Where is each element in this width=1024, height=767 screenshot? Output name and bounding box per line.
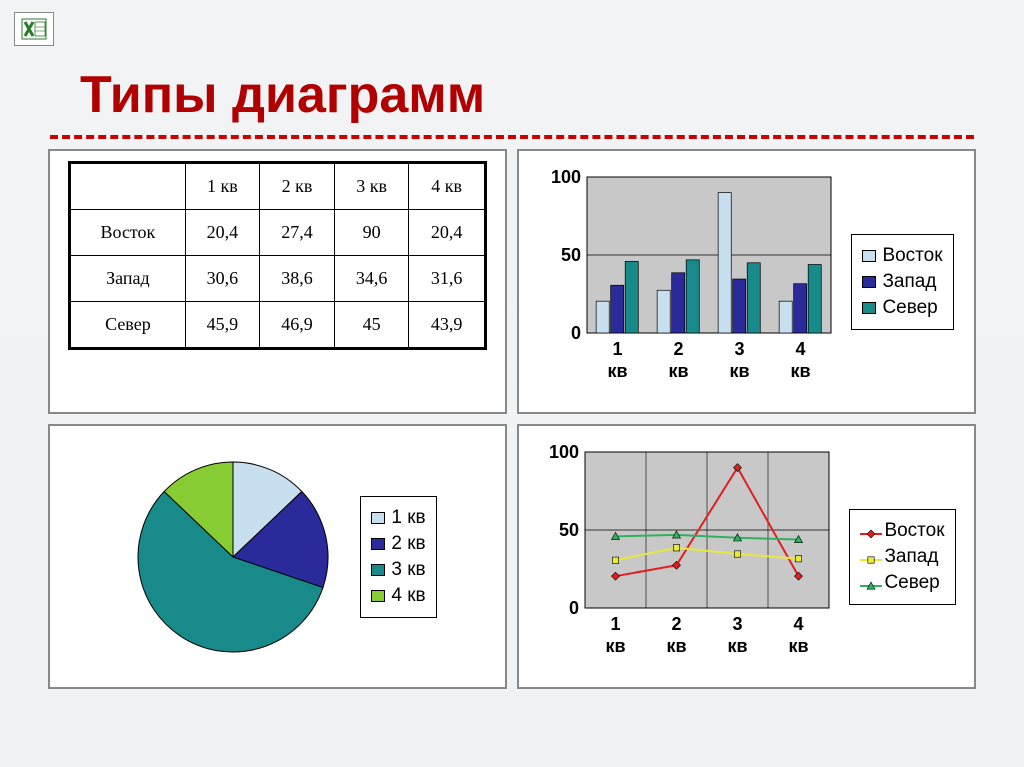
legend-item: Север bbox=[862, 297, 942, 319]
line-chart: 0501001кв2кв3кв4кв bbox=[537, 442, 837, 672]
svg-text:1: 1 bbox=[613, 339, 623, 359]
marker-icon bbox=[860, 551, 878, 563]
table-cell: Запад bbox=[70, 256, 185, 302]
chart-grid: 1 кв 2 кв 3 кв 4 кв Восток 20,4 27,4 90 … bbox=[30, 149, 994, 689]
legend-label: Запад bbox=[882, 271, 936, 293]
line-legend: Восток Запад Север bbox=[849, 509, 955, 605]
bar-chart-panel: 0501001кв2кв3кв4кв Восток Запад Север bbox=[517, 149, 976, 414]
svg-text:кв: кв bbox=[606, 636, 626, 656]
table-cell: 45,9 bbox=[185, 302, 260, 349]
svg-text:2: 2 bbox=[672, 614, 682, 634]
swatch-icon bbox=[862, 276, 876, 288]
legend-item: Запад bbox=[862, 271, 942, 293]
svg-text:50: 50 bbox=[561, 245, 581, 265]
svg-text:50: 50 bbox=[559, 520, 579, 540]
table-panel: 1 кв 2 кв 3 кв 4 кв Восток 20,4 27,4 90 … bbox=[48, 149, 507, 414]
legend-label: 4 кв bbox=[391, 585, 425, 607]
svg-text:кв: кв bbox=[730, 361, 750, 381]
excel-app-icon bbox=[14, 12, 54, 46]
table-cell: 27,4 bbox=[260, 210, 335, 256]
table-cell: 20,4 bbox=[409, 210, 485, 256]
title-divider bbox=[50, 135, 974, 139]
table-cell: 46,9 bbox=[260, 302, 335, 349]
svg-text:кв: кв bbox=[791, 361, 811, 381]
svg-text:кв: кв bbox=[667, 636, 687, 656]
swatch-icon bbox=[371, 512, 385, 524]
slide-title: Типы диаграмм bbox=[80, 65, 994, 125]
legend-label: Север bbox=[884, 572, 939, 594]
svg-text:100: 100 bbox=[551, 167, 581, 187]
svg-text:кв: кв bbox=[789, 636, 809, 656]
table-header-row: 1 кв 2 кв 3 кв 4 кв bbox=[70, 163, 486, 210]
legend-item: Запад bbox=[860, 546, 944, 568]
swatch-icon bbox=[862, 302, 876, 314]
bar-chart: 0501001кв2кв3кв4кв bbox=[539, 167, 839, 397]
pie-chart bbox=[118, 447, 348, 667]
svg-text:3: 3 bbox=[735, 339, 745, 359]
table-cell: 38,6 bbox=[260, 256, 335, 302]
table-cell: 30,6 bbox=[185, 256, 260, 302]
svg-text:4: 4 bbox=[794, 614, 804, 634]
table-cell: 34,6 bbox=[334, 256, 409, 302]
table-cell: 43,9 bbox=[409, 302, 485, 349]
legend-item: Восток bbox=[862, 245, 942, 267]
legend-label: 3 кв bbox=[391, 559, 425, 581]
pie-legend: 1 кв 2 кв 3 кв 4 кв bbox=[360, 496, 436, 618]
legend-label: Восток bbox=[884, 520, 944, 542]
table-cell: Восток bbox=[70, 210, 185, 256]
legend-label: 1 кв bbox=[391, 507, 425, 529]
legend-item: 3 кв bbox=[371, 559, 425, 581]
swatch-icon bbox=[371, 538, 385, 550]
table-row: Запад 30,6 38,6 34,6 31,6 bbox=[70, 256, 486, 302]
table-header-cell: 3 кв bbox=[334, 163, 409, 210]
table-cell: Север bbox=[70, 302, 185, 349]
pie-chart-panel: 1 кв 2 кв 3 кв 4 кв bbox=[48, 424, 507, 689]
table-header-cell: 1 кв bbox=[185, 163, 260, 210]
svg-text:кв: кв bbox=[669, 361, 689, 381]
legend-item: 1 кв bbox=[371, 507, 425, 529]
table-header-cell: 4 кв bbox=[409, 163, 485, 210]
table-cell: 45 bbox=[334, 302, 409, 349]
svg-text:2: 2 bbox=[674, 339, 684, 359]
swatch-icon bbox=[862, 250, 876, 262]
svg-text:0: 0 bbox=[571, 323, 581, 343]
table-row: Север 45,9 46,9 45 43,9 bbox=[70, 302, 486, 349]
svg-text:3: 3 bbox=[733, 614, 743, 634]
swatch-icon bbox=[371, 564, 385, 576]
legend-label: Север bbox=[882, 297, 937, 319]
legend-item: Восток bbox=[860, 520, 944, 542]
svg-text:0: 0 bbox=[569, 598, 579, 618]
table-row: Восток 20,4 27,4 90 20,4 bbox=[70, 210, 486, 256]
legend-label: 2 кв bbox=[391, 533, 425, 555]
svg-text:кв: кв bbox=[608, 361, 628, 381]
presentation-slide: Типы диаграмм 1 кв 2 кв 3 кв 4 кв Восток… bbox=[30, 55, 994, 737]
svg-text:1: 1 bbox=[611, 614, 621, 634]
legend-item: 2 кв bbox=[371, 533, 425, 555]
table-header-cell: 2 кв bbox=[260, 163, 335, 210]
table-cell: 90 bbox=[334, 210, 409, 256]
table-cell: 31,6 bbox=[409, 256, 485, 302]
bar-legend: Восток Запад Север bbox=[851, 234, 953, 330]
data-table: 1 кв 2 кв 3 кв 4 кв Восток 20,4 27,4 90 … bbox=[68, 161, 487, 350]
table-cell: 20,4 bbox=[185, 210, 260, 256]
legend-label: Восток bbox=[882, 245, 942, 267]
legend-label: Запад bbox=[884, 546, 938, 568]
svg-text:4: 4 bbox=[796, 339, 806, 359]
svg-text:кв: кв bbox=[728, 636, 748, 656]
legend-item: Север bbox=[860, 572, 944, 594]
marker-icon bbox=[860, 577, 878, 589]
svg-text:100: 100 bbox=[549, 442, 579, 462]
swatch-icon bbox=[371, 590, 385, 602]
table-header-cell bbox=[70, 163, 185, 210]
marker-icon bbox=[860, 525, 878, 537]
legend-item: 4 кв bbox=[371, 585, 425, 607]
line-chart-panel: 0501001кв2кв3кв4кв Восток Запад Север bbox=[517, 424, 976, 689]
